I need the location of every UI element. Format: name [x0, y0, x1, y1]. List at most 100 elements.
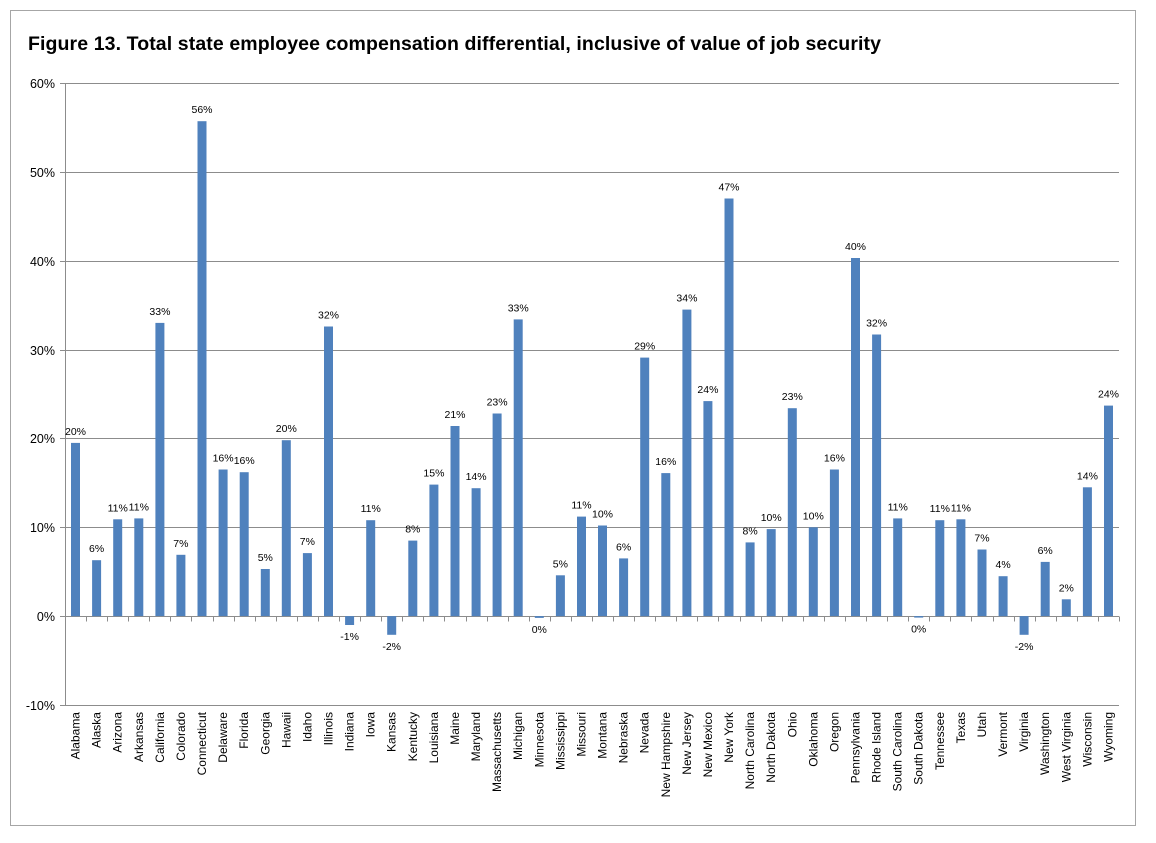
data-label: 6% [89, 543, 104, 555]
data-label: 33% [149, 306, 170, 318]
category-label: California [153, 712, 167, 763]
data-label: 34% [676, 293, 697, 305]
bar-maryland [471, 488, 481, 617]
data-label: 10% [803, 510, 824, 522]
category-label: Colorado [174, 712, 188, 761]
bar-massachusetts [492, 413, 502, 617]
bar-ohio [787, 408, 797, 617]
data-label: -1% [340, 631, 359, 643]
bar-new-mexico [703, 401, 713, 617]
data-label: 5% [553, 558, 568, 570]
category-label: Wisconsin [1080, 712, 1094, 767]
bar-pennsylvania [851, 258, 860, 617]
y-tick-label: 0% [37, 610, 55, 624]
bar-alabama [71, 442, 80, 617]
y-tick-label: 10% [30, 521, 55, 535]
category-label: Indiana [343, 712, 357, 752]
data-label: 11% [129, 501, 149, 513]
bar-nebraska [619, 558, 629, 617]
bar-maine [450, 426, 460, 617]
bar-vermont [998, 576, 1008, 617]
bar-north-carolina [745, 542, 755, 617]
bar-new-york [724, 198, 734, 617]
data-label: 32% [318, 310, 339, 322]
bar-arkansas [134, 518, 144, 617]
bar-georgia [260, 569, 270, 617]
category-label: Missouri [575, 712, 589, 757]
category-label: Rhode Island [870, 712, 884, 783]
data-label: 10% [592, 509, 613, 521]
bar-minnesota [534, 616, 544, 618]
axes: -10% 0% 10% 20% 30% 40% 50% 60% [26, 77, 1120, 713]
data-label: 5% [258, 552, 273, 564]
data-label: 33% [508, 302, 529, 314]
category-label: Oklahoma [806, 712, 820, 767]
bar-montana [598, 525, 607, 617]
category-label: Georgia [258, 712, 272, 755]
bar-delaware [218, 469, 228, 617]
data-label: -2% [382, 641, 401, 653]
data-label: 16% [655, 456, 676, 468]
bar-arizona [113, 519, 123, 617]
data-label: 2% [1059, 582, 1074, 594]
category-label: Tennessee [933, 712, 947, 770]
data-label: 11% [951, 502, 971, 514]
bar-colorado [176, 554, 186, 617]
bar-oklahoma [808, 527, 818, 617]
category-label: Texas [954, 712, 968, 743]
category-label: New York [722, 711, 736, 763]
category-label: Alabama [69, 712, 83, 760]
bar-texas [956, 519, 966, 617]
bar-missouri [577, 516, 586, 617]
bar-kentucky [408, 540, 418, 617]
bar-wisconsin [1082, 487, 1092, 617]
bar-hawaii [281, 440, 291, 617]
data-label: 14% [466, 471, 487, 483]
y-tick-label: 50% [30, 166, 55, 180]
data-label: 11% [571, 500, 591, 512]
category-label: Utah [975, 712, 989, 737]
category-label: North Dakota [764, 712, 778, 783]
bar-washington [1040, 561, 1050, 617]
bar-wyoming [1104, 405, 1113, 617]
data-label: 29% [634, 341, 655, 353]
data-label: 7% [173, 538, 188, 550]
y-tick-label: 20% [30, 432, 55, 446]
data-label: 4% [996, 559, 1011, 571]
category-label: Kentucky [406, 712, 420, 761]
bar-new-jersey [682, 309, 692, 617]
data-label: 8% [743, 525, 758, 537]
bar-louisiana [429, 484, 439, 617]
category-label: North Carolina [743, 712, 757, 790]
category-label: Ohio [785, 712, 799, 738]
data-label: 23% [487, 397, 508, 409]
data-label: 32% [866, 318, 887, 330]
data-label: 7% [974, 533, 989, 545]
category-label: Maine [448, 712, 462, 745]
data-label: 20% [276, 423, 297, 435]
category-label: New Hampshire [659, 712, 673, 798]
bar-rhode-island [872, 334, 882, 617]
category-label: Delaware [216, 712, 230, 763]
bar-indiana [345, 616, 355, 625]
bar-kansas [387, 616, 397, 635]
bar-new-hampshire [661, 473, 671, 617]
bar-idaho [302, 553, 312, 617]
category-label: Arkansas [132, 712, 146, 762]
data-label: 16% [234, 455, 255, 467]
category-label: Massachusetts [490, 712, 504, 792]
y-tick-label: 60% [30, 77, 55, 91]
data-label: 6% [1038, 545, 1053, 557]
bar-alaska [92, 560, 102, 617]
category-label: Nebraska [617, 712, 631, 764]
category-label: South Dakota [912, 712, 926, 785]
data-label: 16% [213, 453, 234, 465]
category-label: Arizona [111, 712, 125, 753]
data-label: 15% [423, 468, 444, 480]
bar-west-virginia [1061, 599, 1071, 617]
data-label: 6% [616, 541, 631, 553]
category-label: New Jersey [680, 712, 694, 775]
bar-mississippi [555, 575, 565, 617]
category-label: Illinois [322, 712, 336, 745]
